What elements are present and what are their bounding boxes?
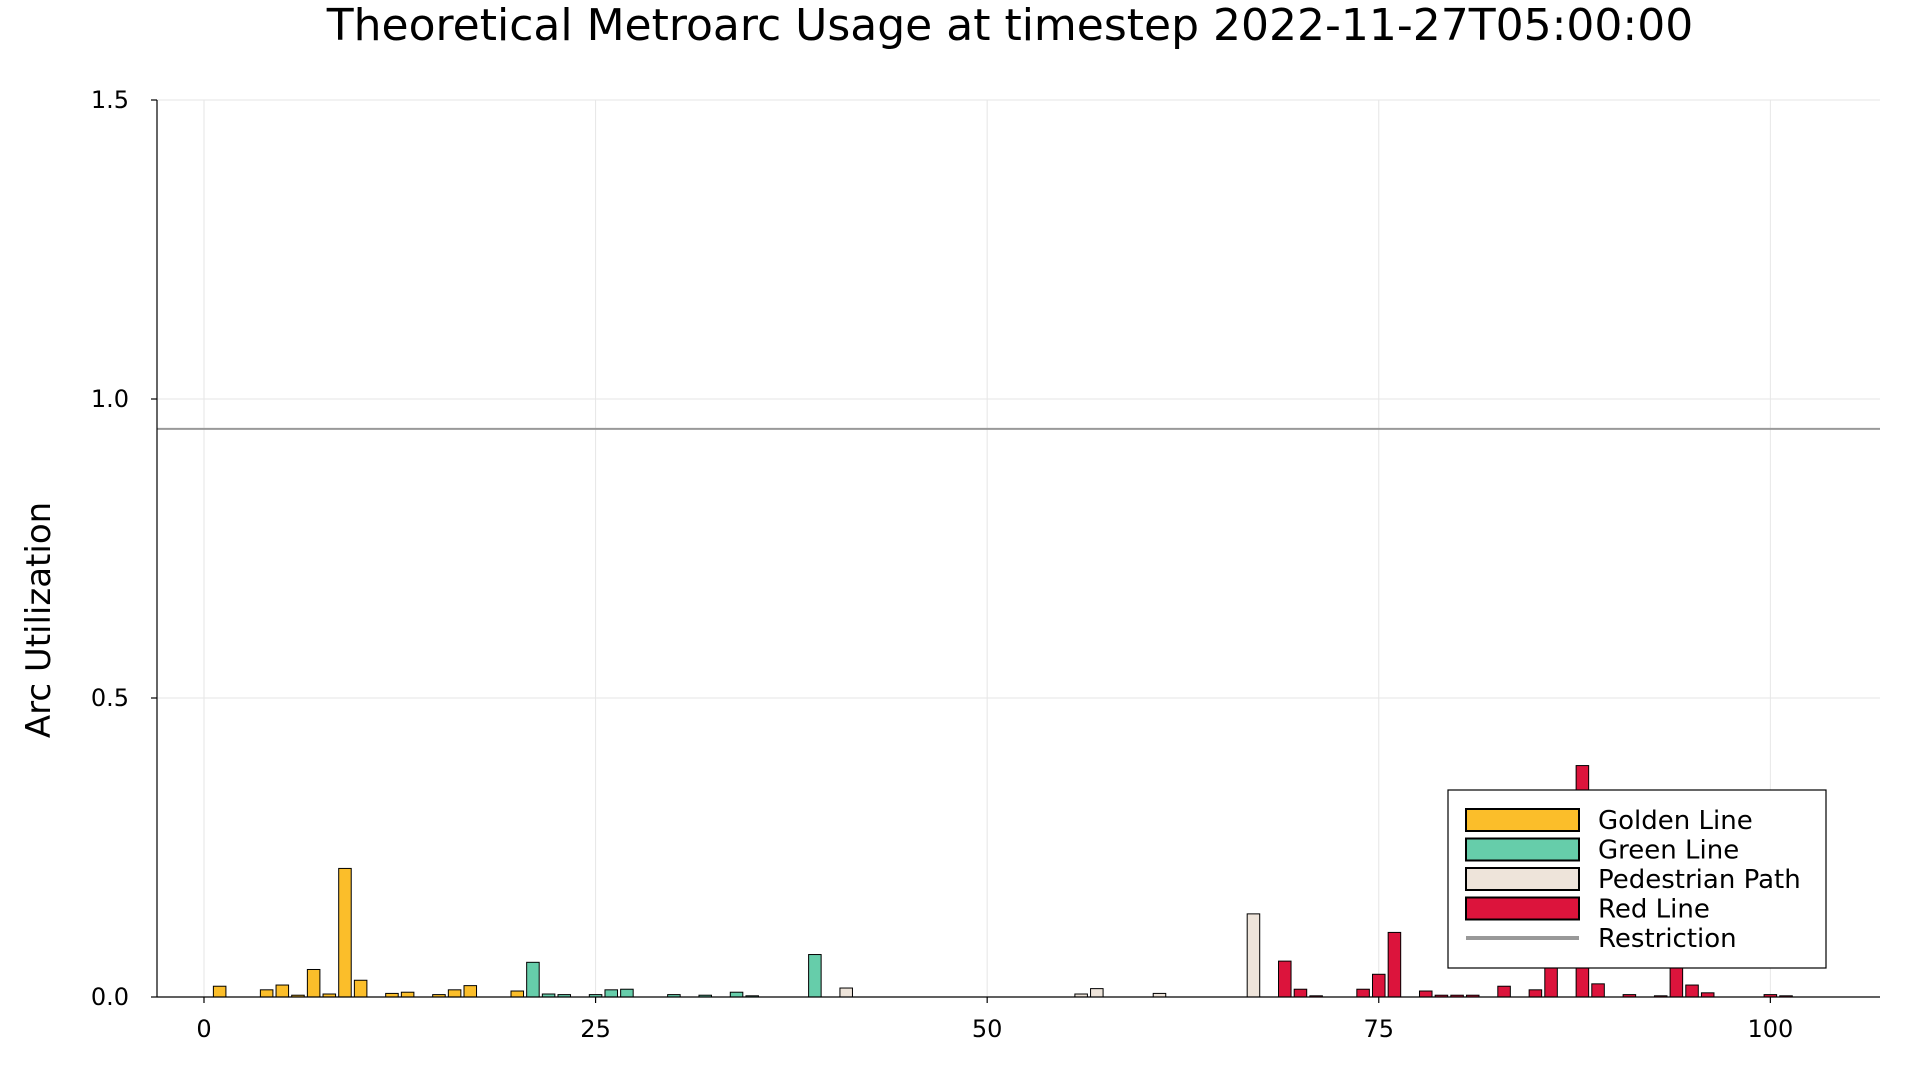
bar (1293, 988, 1308, 998)
bar (620, 988, 634, 998)
axes (156, 100, 1880, 998)
legend-label-restriction: Restriction (1598, 924, 1737, 954)
bar (1591, 983, 1605, 998)
y-tick-label: 1.0 (91, 385, 129, 413)
bar (808, 954, 822, 998)
legend-swatch-pedestrian-path (1465, 867, 1580, 891)
legend-label-golden-line: Golden Line (1598, 806, 1753, 836)
legend-swatch-red-line (1465, 896, 1580, 921)
bar (353, 979, 368, 998)
bar (1497, 985, 1511, 998)
x-tick-label: 25 (580, 1015, 611, 1043)
x-tick-label: 0 (196, 1015, 211, 1043)
x-tick-label: 100 (1747, 1015, 1793, 1043)
bar (306, 968, 321, 998)
bar (463, 985, 478, 998)
series-golden-line (212, 867, 525, 998)
x-tick-label: 50 (972, 1015, 1003, 1043)
y-axis-label: Arc Utilization (19, 502, 59, 738)
tick-labels: 0.0 0.5 1.0 1.5 0 25 50 75 100 (91, 86, 1793, 1043)
legend-label-green-line: Green Line (1598, 836, 1739, 866)
chart-title: Theoretical Metroarc Usage at timestep 2… (326, 0, 1693, 51)
legend-label-pedestrian-path: Pedestrian Path (1598, 865, 1801, 895)
bar (1387, 931, 1402, 998)
bar (526, 961, 540, 998)
bar (1528, 989, 1543, 998)
bar (839, 987, 853, 998)
bar (1418, 990, 1433, 998)
bar (1685, 984, 1699, 998)
y-tick-label: 1.5 (91, 86, 129, 114)
bar (604, 989, 619, 998)
bar (400, 991, 415, 998)
legend-swatch-golden-line (1465, 808, 1580, 832)
bar (447, 989, 462, 998)
series-pedestrian-path (839, 913, 1261, 998)
x-tick-label: 75 (1363, 1015, 1394, 1043)
bar (338, 867, 352, 998)
bar (1090, 988, 1104, 998)
legend-swatch-green-line (1465, 837, 1580, 862)
bar (729, 991, 744, 998)
bar (212, 985, 227, 998)
bar (275, 984, 290, 998)
bar (1246, 913, 1261, 998)
series-green-line (526, 954, 822, 998)
bar (1371, 973, 1386, 998)
y-tick-label: 0.5 (91, 684, 129, 712)
y-tick-label: 0.0 (91, 983, 129, 1011)
bar (1356, 988, 1370, 998)
bar (1278, 960, 1292, 998)
legend-label-red-line: Red Line (1598, 895, 1710, 925)
bar (510, 990, 525, 998)
bar (1700, 992, 1715, 998)
bar (259, 989, 274, 998)
